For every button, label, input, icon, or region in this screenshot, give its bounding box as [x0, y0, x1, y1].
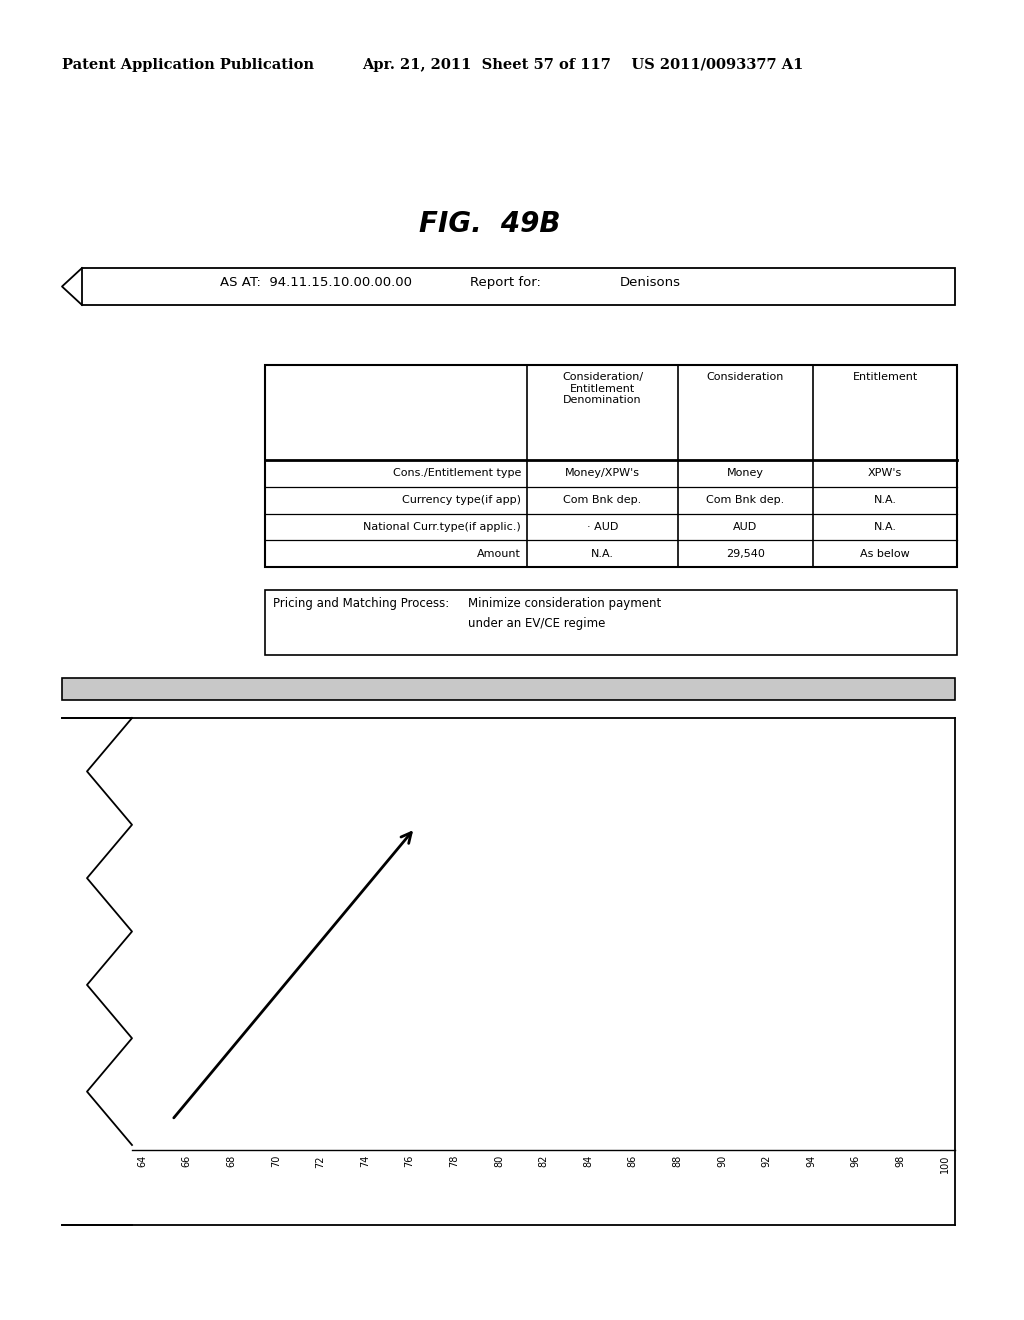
- Text: FIG.  49B: FIG. 49B: [419, 210, 561, 238]
- Bar: [265, 590, 957, 655]
- Text: 86: 86: [628, 1155, 638, 1167]
- Text: under an EV/CE regime: under an EV/CE regime: [468, 616, 605, 630]
- Text: AS AT:  94.11.15.10.00.00.00: AS AT: 94.11.15.10.00.00.00: [220, 276, 412, 289]
- Text: National Curr.type(if applic.): National Curr.type(if applic.): [364, 521, 521, 532]
- Text: 66: 66: [181, 1155, 191, 1167]
- Text: Amount: Amount: [477, 549, 521, 558]
- Text: Minimize consideration payment: Minimize consideration payment: [468, 597, 662, 610]
- Text: 74: 74: [360, 1155, 370, 1167]
- Bar: [62, 678, 955, 700]
- Text: 98: 98: [895, 1155, 905, 1167]
- Text: Apr. 21, 2011  Sheet 57 of 117    US 2011/0093377 A1: Apr. 21, 2011 Sheet 57 of 117 US 2011/00…: [362, 58, 804, 73]
- Text: Patent Application Publication: Patent Application Publication: [62, 58, 314, 73]
- Text: N.A.: N.A.: [873, 495, 896, 506]
- Text: 29,540: 29,540: [726, 549, 765, 558]
- Text: 80: 80: [494, 1155, 504, 1167]
- Text: 88: 88: [673, 1155, 682, 1167]
- Text: Money: Money: [727, 469, 764, 478]
- Text: AUD: AUD: [733, 521, 758, 532]
- Text: · AUD: · AUD: [587, 521, 618, 532]
- Text: 94: 94: [806, 1155, 816, 1167]
- Text: Consideration/
Entitlement
Denomination: Consideration/ Entitlement Denomination: [562, 372, 643, 405]
- Text: 96: 96: [851, 1155, 861, 1167]
- Text: 76: 76: [404, 1155, 415, 1167]
- Text: Entitlement: Entitlement: [852, 372, 918, 381]
- Text: N.A.: N.A.: [873, 521, 896, 532]
- Text: Com Bnk dep.: Com Bnk dep.: [563, 495, 642, 506]
- Text: 78: 78: [450, 1155, 460, 1167]
- Text: Report for:: Report for:: [470, 276, 541, 289]
- Text: XPW's: XPW's: [868, 469, 902, 478]
- Text: Currency type(if app): Currency type(if app): [402, 495, 521, 506]
- Text: As below: As below: [860, 549, 910, 558]
- Text: Denisons: Denisons: [620, 276, 681, 289]
- Text: 100: 100: [940, 1155, 950, 1173]
- Text: 70: 70: [270, 1155, 281, 1167]
- Text: N.A.: N.A.: [591, 549, 614, 558]
- Text: Pricing and Matching Process:: Pricing and Matching Process:: [273, 597, 450, 610]
- Text: 68: 68: [226, 1155, 237, 1167]
- Text: 82: 82: [539, 1155, 549, 1167]
- Text: 90: 90: [717, 1155, 727, 1167]
- Text: Consideration: Consideration: [707, 372, 784, 381]
- Text: 84: 84: [583, 1155, 593, 1167]
- Bar: [82, 268, 955, 305]
- Text: 64: 64: [137, 1155, 147, 1167]
- Text: 92: 92: [762, 1155, 771, 1167]
- Text: 72: 72: [315, 1155, 326, 1167]
- Text: Com Bnk dep.: Com Bnk dep.: [707, 495, 784, 506]
- Text: Money/XPW's: Money/XPW's: [565, 469, 640, 478]
- Bar: [265, 366, 957, 568]
- Text: Cons./Entitlement type: Cons./Entitlement type: [392, 469, 521, 478]
